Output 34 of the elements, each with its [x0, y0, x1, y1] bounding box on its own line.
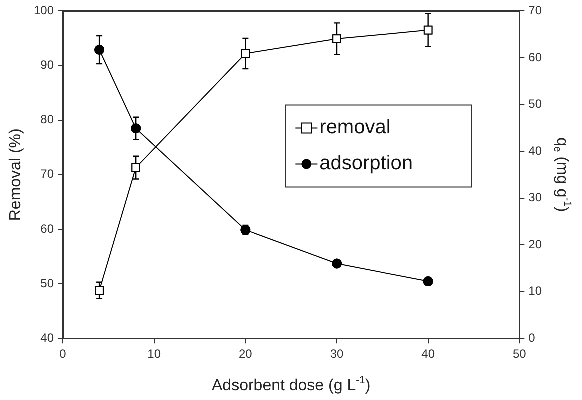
legend-label: removal [320, 116, 391, 139]
x-tick-label: 40 [422, 347, 436, 362]
point [332, 34, 342, 44]
point [95, 286, 104, 295]
x-tick-label: 0 [60, 347, 67, 362]
y-tick-label: 100 [34, 4, 54, 18]
y-tick-label: 40 [40, 330, 54, 345]
y2-axis-title: qe (mg g-1) [551, 138, 573, 212]
x-tick-label: 50 [512, 347, 527, 362]
y2-tick-label: 10 [528, 284, 542, 298]
y-tick-label: 50 [40, 276, 54, 290]
point [332, 258, 342, 269]
point [94, 45, 105, 56]
y2-tick-label: 70 [528, 4, 542, 18]
point [424, 26, 433, 35]
y-tick-label: 80 [40, 112, 54, 127]
point [132, 163, 140, 172]
y2-tick-label: 20 [528, 237, 542, 252]
point [241, 49, 250, 58]
y2-tick-label: 30 [528, 190, 542, 205]
y2-tick-label: 0 [528, 330, 536, 345]
x-tick-label: 20 [238, 347, 253, 362]
y2-tick-label: 50 [528, 97, 542, 112]
x-tick-label: 30 [330, 347, 344, 362]
x-tick-label: 10 [148, 347, 162, 362]
point [423, 276, 434, 287]
y2-tick-label: 60 [528, 50, 542, 64]
y-tick-label: 90 [40, 58, 54, 72]
y2-tick-label: 40 [528, 144, 542, 158]
y-tick-label: 60 [40, 222, 54, 236]
point [131, 124, 142, 134]
y-axis-title: Removal (%) [7, 128, 24, 222]
legend-label: adsorption [320, 152, 414, 175]
y-tick-label: 70 [40, 167, 54, 182]
